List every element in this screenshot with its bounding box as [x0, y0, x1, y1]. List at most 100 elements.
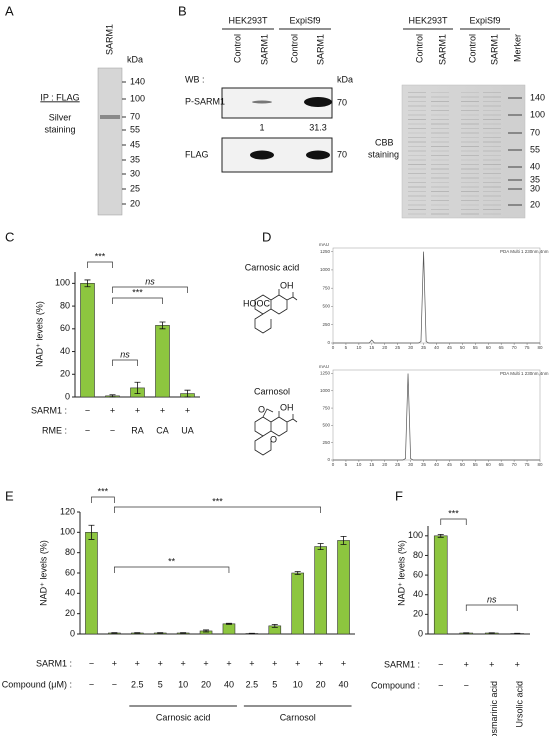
- marker-band: [508, 114, 522, 116]
- gel-band: [100, 115, 120, 119]
- significance-bracket: [87, 261, 113, 268]
- gel-band: [483, 155, 501, 156]
- row-value: −: [438, 680, 443, 690]
- lane-label: SARM1: [104, 24, 114, 55]
- y-tick-label: 20: [65, 608, 75, 618]
- gel-band: [431, 195, 449, 197]
- y-tick-label: 60: [413, 569, 423, 579]
- marker-label: 45: [130, 139, 140, 149]
- marker-label: 55: [530, 144, 540, 154]
- quant: 1: [259, 122, 264, 132]
- error-bar: [111, 632, 118, 634]
- y-tick-label: 60: [65, 567, 75, 577]
- gel-band: [461, 92, 479, 93]
- row-value: 2.5: [131, 679, 144, 689]
- gel-band: [408, 92, 426, 93]
- atom-label: O: [270, 434, 277, 444]
- significance-bracket: [114, 566, 230, 573]
- error-bar-path: [84, 279, 91, 288]
- y-tick-label: 1250: [320, 249, 331, 254]
- gel-band: [461, 105, 479, 107]
- x-tick-label: 25: [395, 462, 401, 467]
- significance-label: ns: [120, 349, 130, 359]
- atom-label: HOOC: [243, 298, 271, 308]
- gel-band: [483, 128, 501, 129]
- gel-band: [483, 204, 501, 206]
- gel-band: [431, 101, 449, 102]
- gel-band: [483, 114, 501, 116]
- gel-band: [461, 204, 479, 206]
- error-bar: [294, 571, 301, 575]
- marker-label: 140: [530, 92, 545, 102]
- error-bar-path: [134, 381, 141, 394]
- gel-band: [408, 177, 426, 179]
- row-value: 20: [201, 679, 211, 689]
- error-bar-path: [109, 394, 116, 398]
- significance-label: ***: [448, 508, 459, 518]
- error-bar-path: [184, 389, 191, 398]
- x-tick-label: 80: [537, 345, 543, 350]
- row-label: SARM1 :: [384, 659, 420, 669]
- y-tick-label: 80: [413, 550, 423, 560]
- y-tick-label: 120: [60, 506, 75, 516]
- error-bar-path: [294, 571, 301, 575]
- significance-bracket: [465, 604, 518, 611]
- gel-band: [408, 128, 426, 129]
- x-tick-label: 35: [421, 345, 427, 350]
- error-bar: [437, 533, 444, 538]
- gel-band: [461, 146, 479, 147]
- bar: [155, 325, 170, 398]
- gel-band: [461, 119, 479, 120]
- gel-band: [431, 146, 449, 147]
- row-value: +: [158, 658, 163, 668]
- panel-letter: A: [5, 3, 14, 18]
- row-value: −: [89, 658, 94, 668]
- gel-band: [483, 132, 501, 134]
- size-label: 70: [337, 97, 347, 107]
- lane-label: Control: [467, 34, 477, 63]
- error-bar: [134, 381, 141, 394]
- marker-band: [508, 204, 522, 206]
- row-value: +: [341, 658, 346, 668]
- gel-band: [461, 159, 479, 161]
- error-bar-path: [340, 536, 347, 545]
- error-bar-path: [159, 321, 166, 330]
- row-value: 10: [178, 679, 188, 689]
- row-value: +: [272, 658, 277, 668]
- marker-label: 70: [130, 111, 140, 121]
- error-bar: [157, 632, 164, 634]
- quant: 31.3: [309, 122, 327, 132]
- marker-label: 40: [530, 161, 540, 171]
- marker-label: 100: [130, 93, 145, 103]
- gel-band: [408, 123, 426, 125]
- row-label: SARM1 :: [36, 658, 72, 668]
- row-value: −: [89, 679, 94, 689]
- gel-band: [461, 191, 479, 192]
- error-bar: [159, 321, 166, 330]
- gel-band: [461, 128, 479, 129]
- error-bar: [463, 632, 470, 634]
- bar: [85, 532, 98, 635]
- gel-band: [408, 173, 426, 174]
- gel-band: [483, 137, 501, 138]
- error-bar-path: [225, 622, 232, 625]
- gel-band: [408, 200, 426, 201]
- gel-band: [483, 173, 501, 174]
- marker-label: 30: [530, 183, 540, 193]
- x-tick-label: 45: [447, 462, 453, 467]
- blot-label: FLAG: [185, 149, 209, 159]
- y-tick-label: 100: [408, 530, 423, 540]
- blot-band: [250, 150, 274, 160]
- group-label: Carnosol: [280, 712, 316, 722]
- y-tick-label: 1000: [320, 267, 331, 272]
- significance-label: ***: [98, 486, 109, 496]
- x-tick-label: 25: [395, 345, 401, 350]
- y-tick-label: 750: [322, 405, 330, 410]
- kda-unit: kDa: [127, 54, 143, 64]
- y-tick-label: 100: [60, 527, 75, 537]
- size-label: 70: [337, 149, 347, 159]
- row-value: 5: [272, 679, 277, 689]
- gel-band: [431, 209, 449, 210]
- bar: [314, 546, 327, 635]
- significance-bracket: [114, 506, 321, 513]
